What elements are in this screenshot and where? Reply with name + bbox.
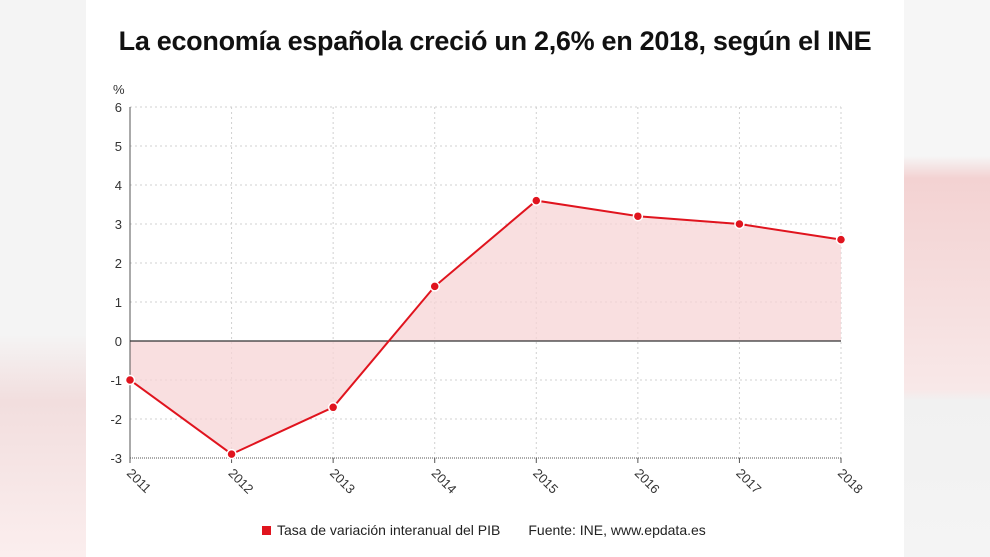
x-tick-label: 2012 [225,466,256,497]
y-tick-label: -1 [110,373,122,388]
y-tick-label: 0 [115,334,122,349]
x-tick-label: 2014 [429,466,460,497]
data-point [327,402,339,413]
x-tick-label: 2016 [632,466,663,497]
data-point [734,218,745,230]
y-tick-label: 5 [115,139,122,154]
data-point [632,210,644,222]
x-tick-label: 2018 [835,466,866,497]
x-tick-label: 2017 [733,466,764,497]
data-point [124,374,136,386]
y-tick-label: 2 [115,256,122,271]
chart-title: La economía española creció un 2,6% en 2… [118,26,872,56]
y-tick-label: 6 [115,100,122,115]
y-tick-label: -3 [110,451,122,466]
legend-swatch [262,525,271,535]
source-note: Fuente: INE, www.epdata.es [528,522,706,538]
series-line [129,199,842,456]
legend-label: Tasa de variación interanual del PIB [277,522,501,538]
y-axis-unit: % [113,82,125,97]
data-point [226,448,237,460]
x-tick-label: 2013 [327,466,358,497]
x-tick-label: 2015 [530,466,561,497]
data-point [835,234,847,245]
y-tick-label: 3 [115,217,122,232]
background-blur-left [0,0,86,557]
y-tick-label: 1 [115,295,122,310]
x-tick-label: 2011 [124,466,154,496]
background-blur-right [904,0,990,557]
data-point [429,281,440,292]
data-point [531,195,542,206]
y-tick-label: 4 [115,178,122,193]
y-tick-label: -2 [110,412,122,427]
series-area [130,200,841,455]
legend: Tasa de variación interanual del PIB Fue… [262,522,706,538]
